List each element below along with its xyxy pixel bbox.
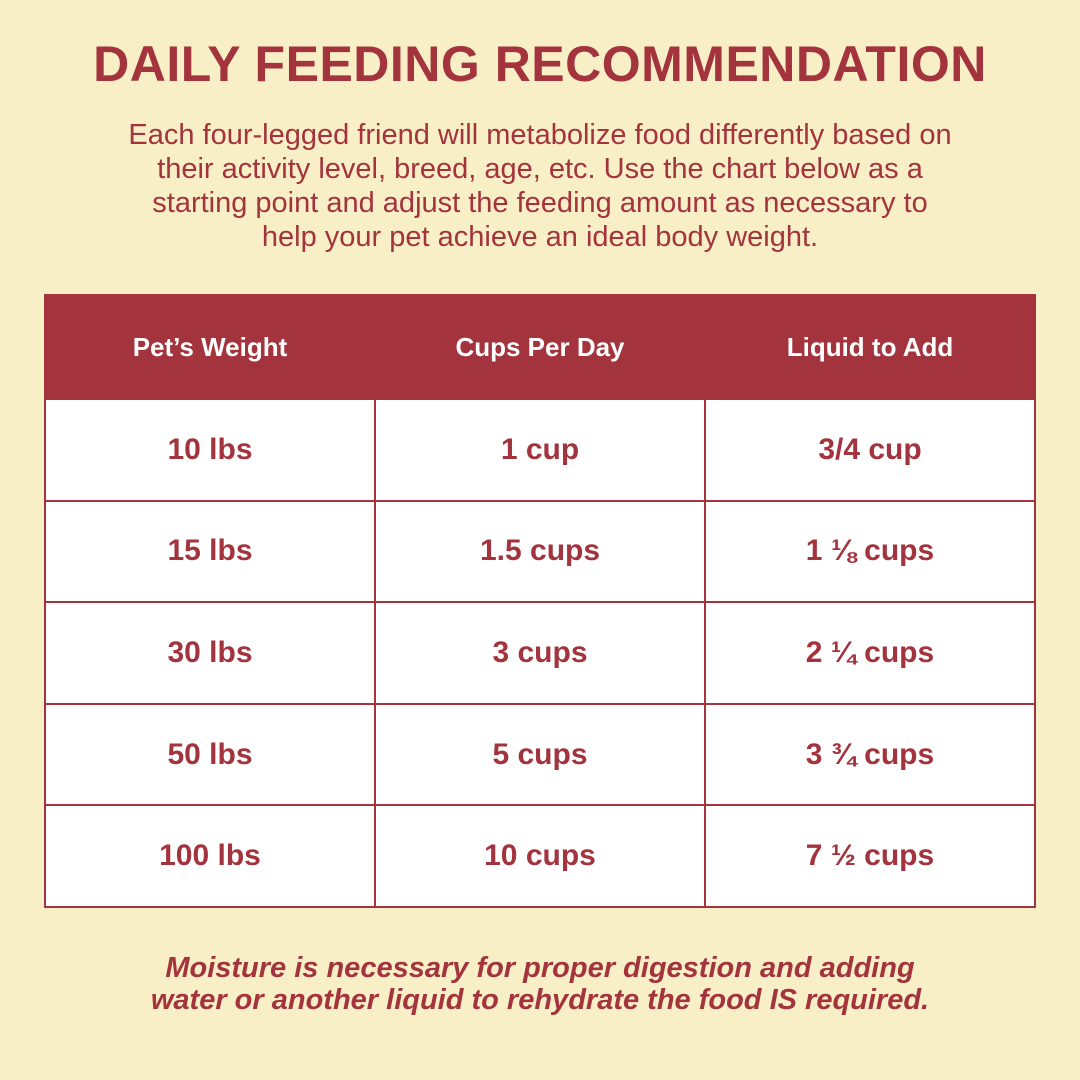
cell-pet-weight: 30 lbs — [44, 601, 376, 705]
cell-liquid-to-add: 1 ⅛ cups — [704, 499, 1036, 604]
cell-cups-per-day: 3 cups — [374, 601, 706, 705]
table-row: 50 lbs 5 cups 3 ¾ cups — [44, 702, 1036, 807]
cell-pet-weight: 15 lbs — [44, 499, 376, 604]
intro-line: Each four-legged friend will metabolize … — [128, 119, 952, 151]
cell-pet-weight: 50 lbs — [44, 702, 376, 807]
header-liquid-to-add: Liquid to Add — [704, 294, 1036, 400]
header-pet-weight: Pet’s Weight — [44, 294, 376, 400]
cell-liquid-to-add: 3/4 cup — [704, 398, 1036, 502]
cell-cups-per-day: 10 cups — [374, 804, 706, 908]
table-row: 100 lbs 10 cups 7 ½ cups — [44, 804, 1036, 908]
table-row: 30 lbs 3 cups 2 ¼ cups — [44, 601, 1036, 705]
cell-pet-weight: 100 lbs — [44, 804, 376, 908]
cell-cups-per-day: 5 cups — [374, 702, 706, 807]
moisture-footnote: Moisture is necessary for proper digesti… — [40, 952, 1040, 1016]
table-row: 10 lbs 1 cup 3/4 cup — [44, 398, 1036, 502]
cell-pet-weight: 10 lbs — [44, 398, 376, 502]
intro-line: starting point and adjust the feeding am… — [152, 187, 928, 219]
cell-cups-per-day: 1.5 cups — [374, 499, 706, 604]
intro-paragraph: Each four-legged friend will metabolize … — [40, 118, 1040, 254]
feeding-table: Pet’s Weight Cups Per Day Liquid to Add … — [44, 294, 1036, 908]
intro-line: help your pet achieve an ideal body weig… — [261, 221, 819, 253]
cell-liquid-to-add: 7 ½ cups — [704, 804, 1036, 908]
footnote-line: Moisture is necessary for proper digesti… — [165, 952, 915, 984]
table-row: 15 lbs 1.5 cups 1 ⅛ cups — [44, 499, 1036, 604]
cell-liquid-to-add: 3 ¾ cups — [704, 702, 1036, 807]
header-cups-per-day: Cups Per Day — [374, 294, 706, 400]
table-header-row: Pet’s Weight Cups Per Day Liquid to Add — [44, 294, 1036, 400]
cell-liquid-to-add: 2 ¼ cups — [704, 601, 1036, 705]
page-title: DAILY FEEDING RECOMMENDATION — [93, 36, 987, 92]
footnote-line: water or another liquid to rehydrate the… — [150, 984, 930, 1016]
intro-line: their activity level, breed, age, etc. U… — [157, 153, 923, 185]
cell-cups-per-day: 1 cup — [374, 398, 706, 502]
